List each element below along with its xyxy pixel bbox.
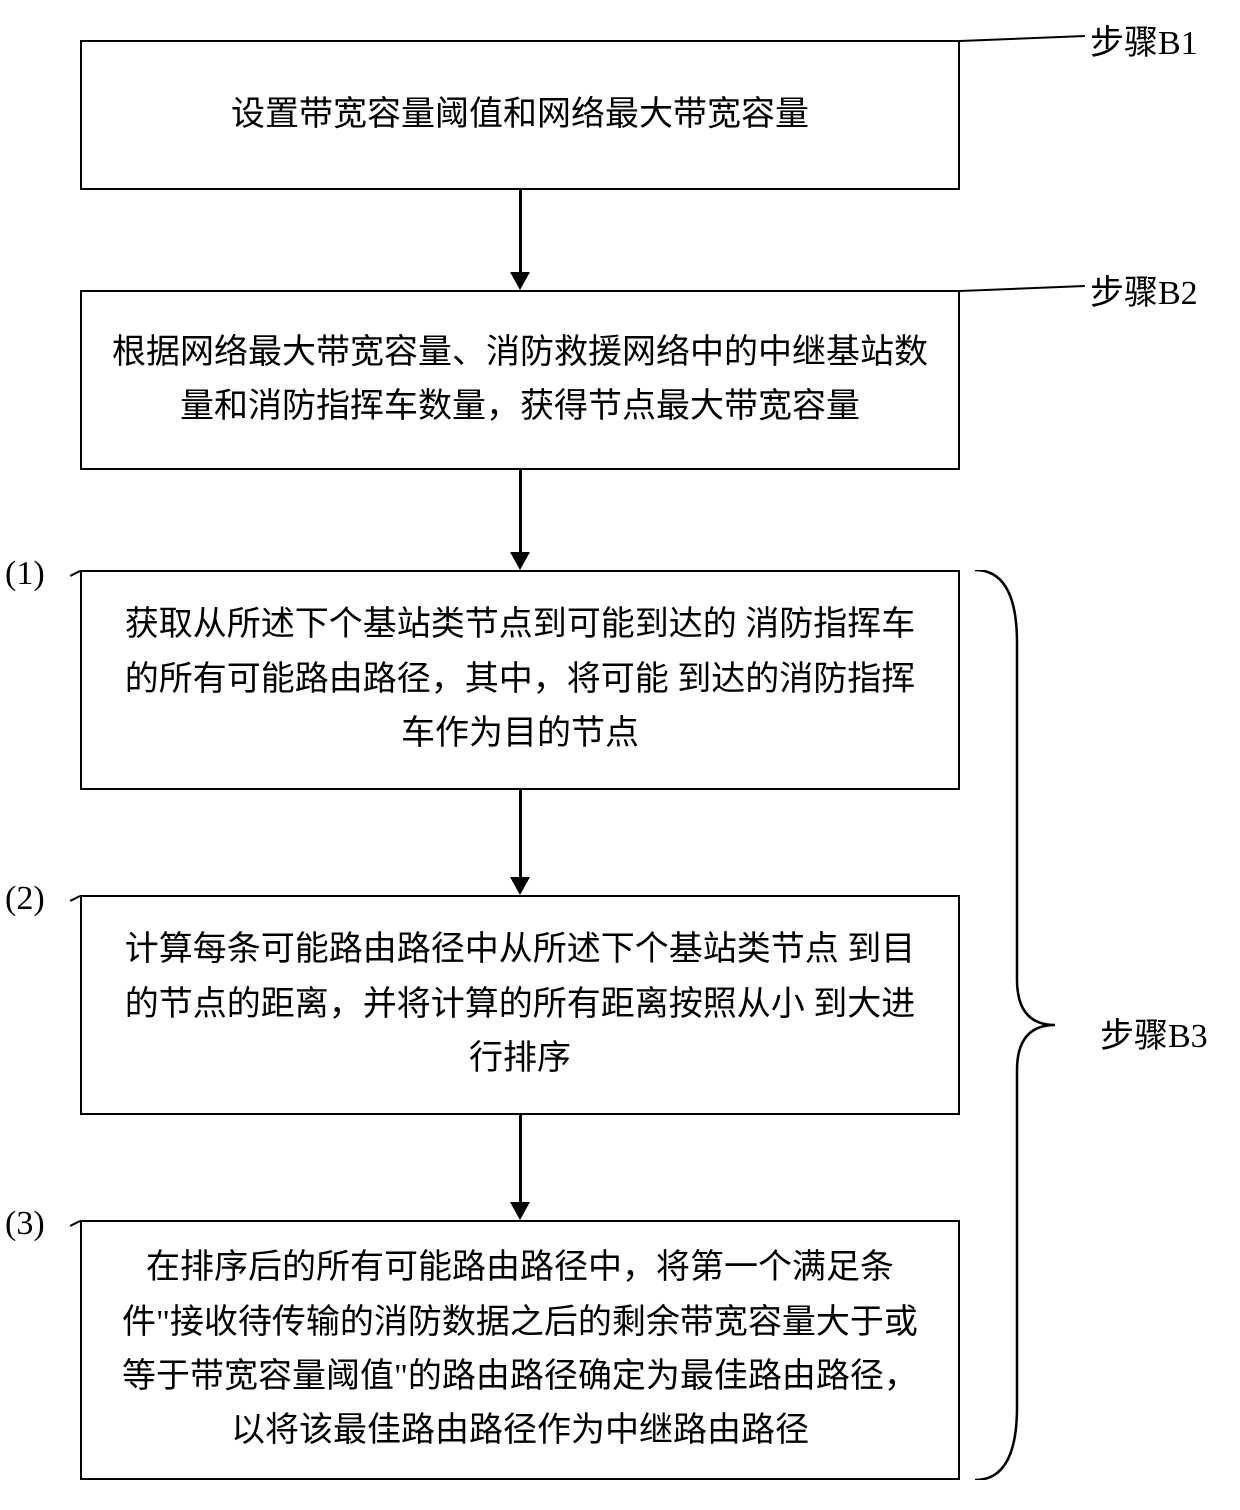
arrow-line [519,1115,522,1204]
arrow-head-icon [510,552,530,570]
sub-callout-line [70,1220,81,1227]
arrow-line [519,190,522,274]
brace-icon [975,570,1075,1480]
sub-callout-line [70,895,81,902]
step-b3-label: 步骤B3 [1100,1008,1208,1057]
step-b2-text: 根据网络最大带宽容量、消防救援网络中的中继基站数量和消防指挥车数量，获得节点最大… [112,326,928,435]
arrow-head-icon [510,272,530,290]
step-b2-box: 根据网络最大带宽容量、消防救援网络中的中继基站数量和消防指挥车数量，获得节点最大… [80,290,960,470]
step-b3-sub3-box: 在排序后的所有可能路由路径中，将第一个满足条件"接收待传输的消防数据之后的剩余带… [80,1220,960,1480]
step-b1-box: 设置带宽容量阈值和网络最大带宽容量 [80,40,960,190]
arrow-head-icon [510,1202,530,1220]
sub-callout-line [70,570,81,577]
arrow-head-icon [510,877,530,895]
flowchart-container: 设置带宽容量阈值和网络最大带宽容量 根据网络最大带宽容量、消防救援网络中的中继基… [0,0,1240,1510]
step-b1-label: 步骤B1 [1090,15,1198,64]
arrow-line [519,790,522,879]
step-b3-sub1-text: 获取从所述下个基站类节点到可能到达的 消防指挥车的所有可能路由路径，其中，将可能… [112,598,928,761]
arrow-line [519,470,522,554]
callout-line [960,285,1085,292]
step-b2-label: 步骤B2 [1090,265,1198,314]
step-b3-sub2-box: 计算每条可能路由路径中从所述下个基站类节点 到目的节点的距离，并将计算的所有距离… [80,895,960,1115]
sub3-label: (3) [5,1205,45,1243]
step-b1-text: 设置带宽容量阈值和网络最大带宽容量 [231,88,809,142]
step-b3-sub3-text: 在排序后的所有可能路由路径中，将第一个满足条件"接收待传输的消防数据之后的剩余带… [112,1241,928,1459]
step-b3-sub2-text: 计算每条可能路由路径中从所述下个基站类节点 到目的节点的距离，并将计算的所有距离… [112,923,928,1086]
sub2-label: (2) [5,880,45,918]
sub1-label: (1) [5,555,45,593]
step-b3-sub1-box: 获取从所述下个基站类节点到可能到达的 消防指挥车的所有可能路由路径，其中，将可能… [80,570,960,790]
callout-line [960,35,1085,42]
